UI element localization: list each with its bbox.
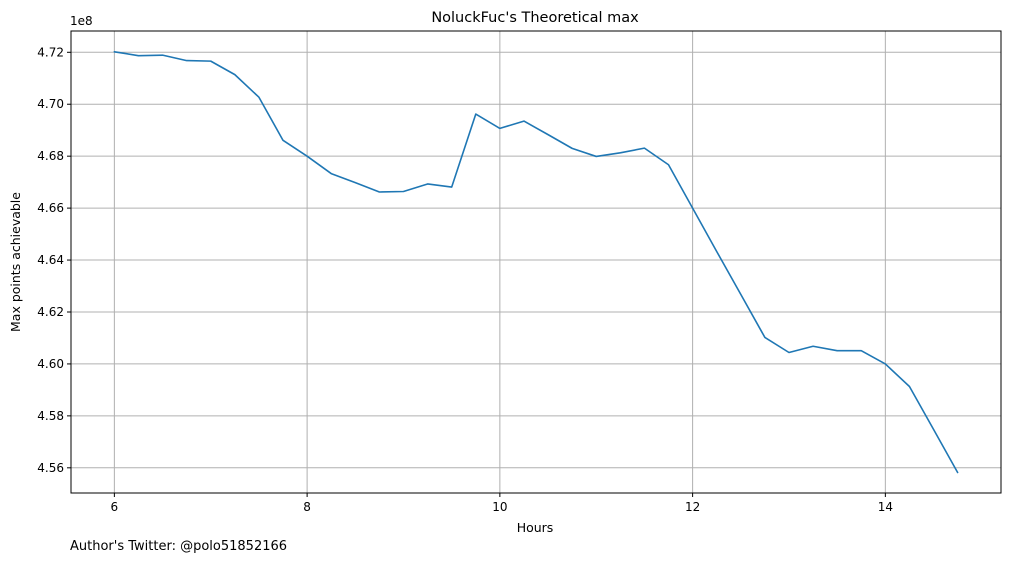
- x-tick-label: 12: [685, 500, 700, 514]
- y-tick-label: 4.72: [37, 45, 64, 59]
- chart-title: NoluckFuc's Theoretical max: [431, 10, 639, 26]
- y-tick-label: 4.66: [37, 201, 64, 215]
- y-axis-label: Max points achievable: [8, 192, 23, 332]
- author-twitter-footer: Author's Twitter: @polo51852166: [70, 539, 287, 554]
- y-tick-label: 4.60: [37, 357, 64, 371]
- x-axis-label: Hours: [517, 520, 554, 535]
- x-tick-label: 10: [492, 500, 507, 514]
- x-tick-label: 14: [878, 500, 893, 514]
- plot-frame: [70, 30, 1002, 494]
- axis-ticks: 6 8 10 12 14 4.56 4.58 4.60 4.62 4.64 4.66 4.68 4.70…: [37, 45, 893, 514]
- series-line: [113, 50, 959, 474]
- grid-lines: [71, 31, 1001, 493]
- y-tick-label: 4.62: [37, 305, 64, 319]
- x-tick-label: 6: [111, 500, 119, 514]
- y-tick-label: 4.56: [37, 461, 64, 475]
- y-tick-label: 4.64: [37, 253, 64, 267]
- y-offset-label: 1e8: [70, 14, 93, 28]
- y-tick-label: 4.68: [37, 149, 64, 163]
- y-tick-label: 4.70: [37, 97, 64, 111]
- y-tick-label: 4.58: [37, 409, 64, 423]
- series-lines: [113, 50, 959, 474]
- x-tick-label: 8: [303, 500, 311, 514]
